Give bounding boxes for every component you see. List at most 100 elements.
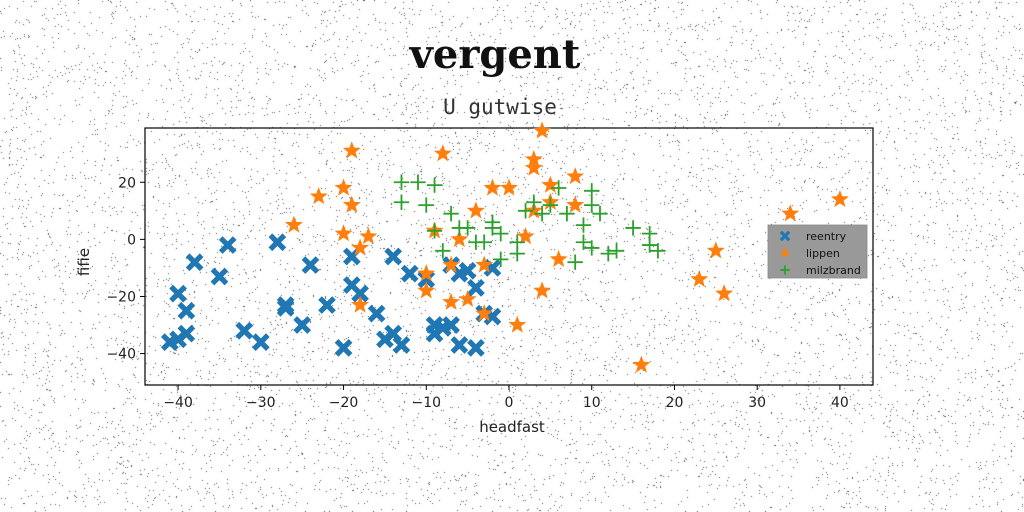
point-milzbrand: [443, 205, 459, 222]
point-milzbrand: [484, 214, 501, 230]
point-lippen: [524, 149, 543, 168]
point-reentry: [392, 336, 411, 354]
point-lippen: [690, 269, 709, 287]
y-tick-label: −20: [106, 289, 136, 305]
point-reentry: [467, 339, 485, 357]
point-milzbrand: [493, 225, 509, 242]
point-lippen: [715, 284, 734, 302]
x-tick-label: −10: [411, 395, 441, 411]
point-lippen: [830, 189, 849, 208]
point-milzbrand: [608, 243, 625, 259]
x-tick-label: −20: [329, 395, 359, 411]
point-lippen: [475, 255, 494, 273]
point-lippen: [334, 224, 353, 242]
point-milzbrand: [584, 183, 600, 199]
point-lippen: [342, 195, 361, 213]
point-milzbrand: [542, 197, 559, 213]
chart-title: vergent: [409, 31, 581, 78]
point-lippen: [417, 281, 436, 299]
y-tick-label: −40: [106, 347, 136, 363]
point-milzbrand: [435, 243, 451, 259]
point-lippen: [442, 292, 461, 310]
x-tick-label: −30: [246, 395, 276, 411]
y-tick-label: 20: [118, 175, 136, 191]
point-reentry: [276, 299, 295, 317]
point-reentry: [318, 296, 336, 314]
x-tick-label: 30: [748, 395, 766, 411]
point-reentry: [334, 339, 353, 357]
point-milzbrand: [600, 245, 616, 262]
point-milzbrand: [526, 194, 542, 210]
x-axis: −40 −30 −20 −10 0 10 20 30 40: [163, 385, 849, 411]
point-reentry: [384, 247, 403, 266]
point-lippen: [342, 141, 361, 159]
point-lippen: [359, 227, 378, 245]
point-reentry: [169, 284, 187, 303]
y-axis: −40 −20 0 20: [106, 175, 145, 363]
legend-marker-milzbrand: [780, 265, 790, 275]
point-lippen: [706, 241, 725, 259]
legend-marker-lippen: [779, 247, 791, 258]
y-tick-label: 0: [127, 232, 136, 248]
point-reentry: [301, 256, 320, 274]
point-lippen: [541, 175, 560, 193]
point-reentry: [177, 301, 196, 320]
point-lippen: [533, 121, 552, 139]
point-milzbrand: [592, 205, 608, 222]
point-lippen: [483, 178, 502, 196]
point-reentry: [450, 336, 469, 354]
x-axis-label: headfast: [479, 418, 545, 436]
point-reentry: [293, 316, 312, 334]
point-milzbrand: [625, 220, 641, 236]
point-milzbrand: [650, 243, 666, 259]
chart-subtitle: U gutwise: [443, 95, 557, 119]
point-milzbrand: [476, 234, 492, 250]
y-axis-label: fifie: [75, 248, 93, 276]
point-lippen: [566, 195, 585, 213]
point-lippen: [566, 167, 585, 185]
point-milzbrand: [418, 197, 434, 213]
point-milzbrand: [459, 220, 476, 236]
point-reentry: [185, 253, 204, 272]
point-lippen: [508, 315, 527, 333]
legend-label-reentry: reentry: [806, 230, 847, 243]
legend-marker-reentry: [779, 230, 791, 242]
point-reentry: [351, 284, 369, 303]
legend: reentry lippen milzbrand: [767, 224, 868, 279]
point-lippen: [309, 187, 328, 205]
x-tick-label: 40: [831, 395, 849, 411]
point-milzbrand: [575, 217, 592, 233]
point-milzbrand: [393, 174, 410, 190]
point-milzbrand: [393, 194, 410, 210]
point-milzbrand: [426, 177, 443, 193]
point-reentry: [367, 304, 386, 323]
x-tick-label: 10: [583, 395, 601, 411]
point-lippen: [433, 144, 452, 162]
point-milzbrand: [426, 223, 443, 239]
x-tick-label: 20: [666, 395, 684, 411]
point-milzbrand: [493, 251, 509, 268]
data-points: [160, 121, 849, 373]
point-lippen: [466, 201, 485, 219]
point-reentry: [268, 233, 287, 252]
point-lippen: [417, 264, 436, 282]
point-lippen: [516, 227, 535, 245]
point-lippen: [284, 215, 303, 233]
point-milzbrand: [641, 237, 658, 253]
point-milzbrand: [584, 197, 600, 213]
point-reentry: [251, 333, 270, 352]
point-milzbrand: [575, 234, 592, 250]
legend-label-milzbrand: milzbrand: [806, 264, 861, 277]
x-tick-label: 0: [505, 395, 514, 411]
point-milzbrand: [559, 205, 575, 222]
legend-label-lippen: lippen: [806, 247, 840, 260]
point-lippen: [500, 178, 518, 196]
point-reentry: [235, 321, 254, 340]
point-lippen: [533, 281, 552, 299]
point-reentry: [467, 279, 485, 297]
x-tick-label: −40: [163, 395, 193, 411]
point-lippen: [334, 178, 353, 196]
point-lippen: [524, 158, 543, 176]
point-milzbrand: [584, 240, 600, 256]
